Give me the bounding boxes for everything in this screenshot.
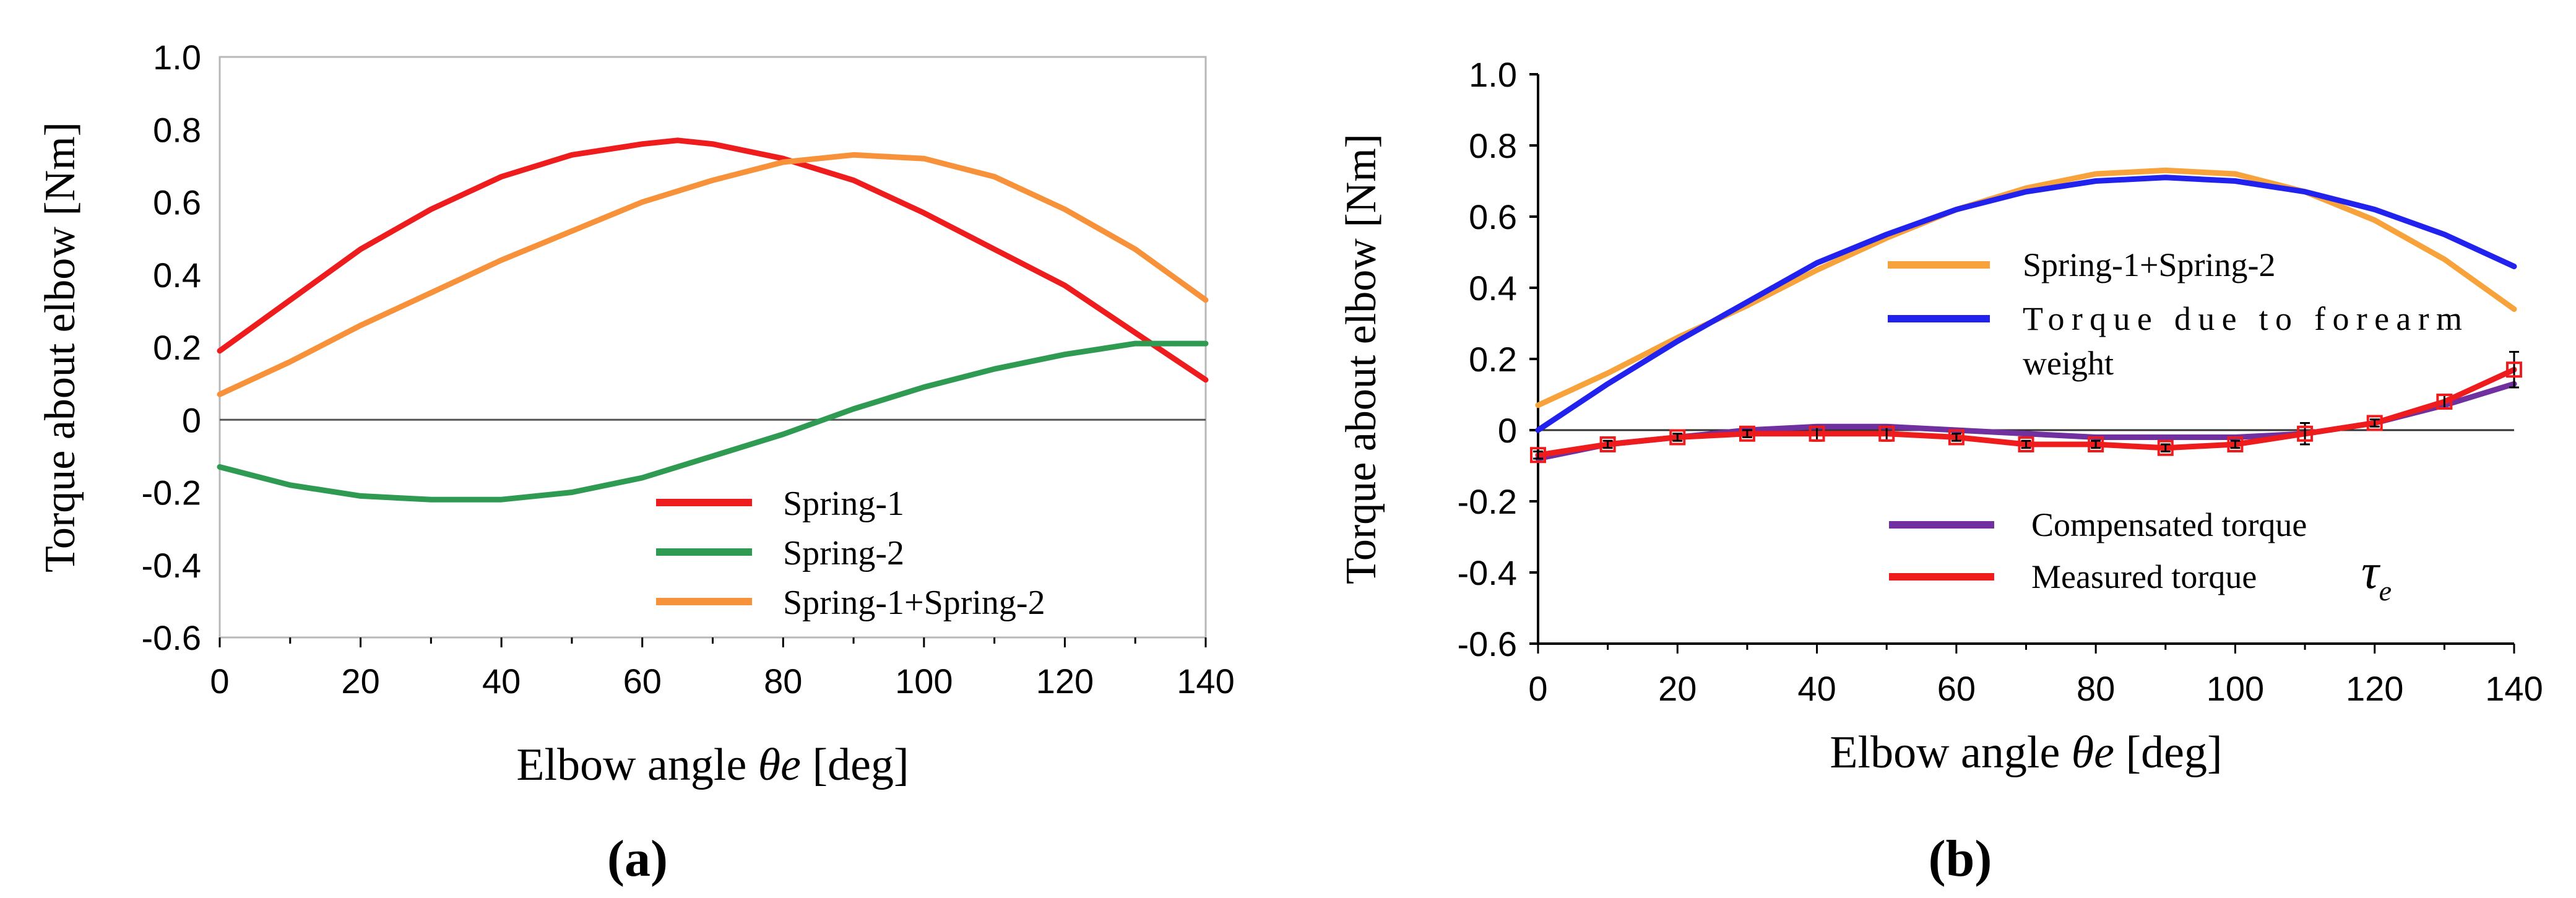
y-tick-label: -0.6 [1458,624,1518,663]
data-point-marker [2157,439,2174,456]
data-point-marker [1530,447,1546,464]
data-point-marker [2018,436,2034,452]
y-axis-title: Torque about elbow [Nm] [1338,134,1385,584]
x-axis-title-text: Elbow angle [516,740,758,790]
y-tick-label: -0.4 [142,546,202,585]
x-axis-title-text: Elbow angle [1830,727,2071,778]
series-line-spring-1 [217,137,1209,383]
data-point-marker [1878,425,1895,442]
x-tick-label: 40 [482,662,521,701]
y-tick-label: 0.8 [153,110,201,149]
x-tick-label: 60 [623,662,662,701]
data-point-marker [2436,394,2453,410]
y-tick-label: -0.2 [142,473,202,512]
y-tick-label: 0.6 [1469,197,1517,236]
x-axis-symbol: θe [2072,727,2114,778]
x-tick-label: 120 [2346,669,2403,708]
data-point-marker [2366,415,2383,431]
tau-glyph: τ [2361,545,2381,599]
legend-label: Measured torque [2031,558,2257,595]
x-tick-label: 40 [1797,669,1836,708]
y-tick-label: 0 [182,400,201,439]
y-tick-label: 0.2 [153,328,201,367]
data-point-marker [2297,425,2314,442]
data-point-marker [1809,425,1825,442]
x-tick-label: 140 [1177,662,1234,701]
y-tick-label: 0.8 [1469,126,1517,165]
data-point-marker [2088,436,2104,452]
legend-label: Spring-1 [783,485,904,523]
x-tick-label: 100 [895,662,953,701]
data-point-marker [1669,429,1686,446]
legend-label: Spring-1+Spring-2 [783,584,1045,622]
data-point-marker [1739,425,1755,442]
series-line-spring-2 [217,340,1209,503]
x-tick-label: 80 [764,662,802,701]
y-tick-label: -0.2 [1458,482,1518,521]
series-line-spring-1-spring-2 [217,152,1209,397]
y-tick-label: 0.4 [1469,269,1517,308]
x-axis-unit: [deg] [801,740,909,790]
y-tick-label: 0.2 [1469,340,1517,379]
x-tick-label: 140 [2485,669,2543,708]
x-tick-label: 80 [2077,669,2115,708]
y-tick-label: -0.4 [1458,553,1518,592]
data-point-marker [2506,361,2522,378]
data-point-marker [2227,436,2244,452]
series-line-torque-due-to-forearm-weight [1535,175,2517,433]
data-point-marker [1599,436,1616,452]
chart-panel-b: -0.6 -0.4 -0.2 0 0.2 0.4 0.6 0.8 1.0 0 20 40 60 80 100… [1338,55,2543,778]
legend-symbol-tau: τe [2361,545,2392,607]
legend-label: Spring-2 [783,534,904,572]
y-axis-title: Torque about elbow [Nm] [37,122,84,572]
x-tick-label: 120 [1036,662,1094,701]
legend-label-continued: weight [2023,345,2114,382]
data-point-marker [1948,429,1964,446]
y-tick-label: 0.6 [153,183,201,222]
x-axis-title: Elbow angle θe [deg] [516,740,909,790]
x-axis-unit: [deg] [2114,727,2223,778]
panel-label-a: (a) [607,830,668,887]
y-tick-label: 1.0 [1469,55,1517,94]
y-tick-label: -0.6 [142,618,202,657]
x-tick-label: 100 [2206,669,2264,708]
x-tick-label: 20 [341,662,379,701]
x-tick-label: 20 [1658,669,1696,708]
tau-subscript: e [2379,575,2392,607]
chart-panel-a: -0.6 -0.4 -0.2 0 0.2 0.4 0.6 0.8 1.0 0 20 40 60 80 100… [37,38,1235,790]
y-tick-label: 1.0 [153,38,201,77]
x-tick-label: 0 [210,662,229,701]
legend-label: Spring-1+Spring-2 [2023,246,2275,283]
y-tick-label: 0.4 [153,256,201,295]
legend-label: Compensated torque [2031,506,2307,543]
x-axis-symbol: θe [758,740,801,790]
x-axis-title: Elbow angle θe [deg] [1830,727,2222,778]
x-tick-label: 0 [1528,669,1547,708]
x-tick-label: 60 [1937,669,1976,708]
y-tick-label: 0 [1498,411,1517,450]
panel-label-b: (b) [1929,830,1992,887]
